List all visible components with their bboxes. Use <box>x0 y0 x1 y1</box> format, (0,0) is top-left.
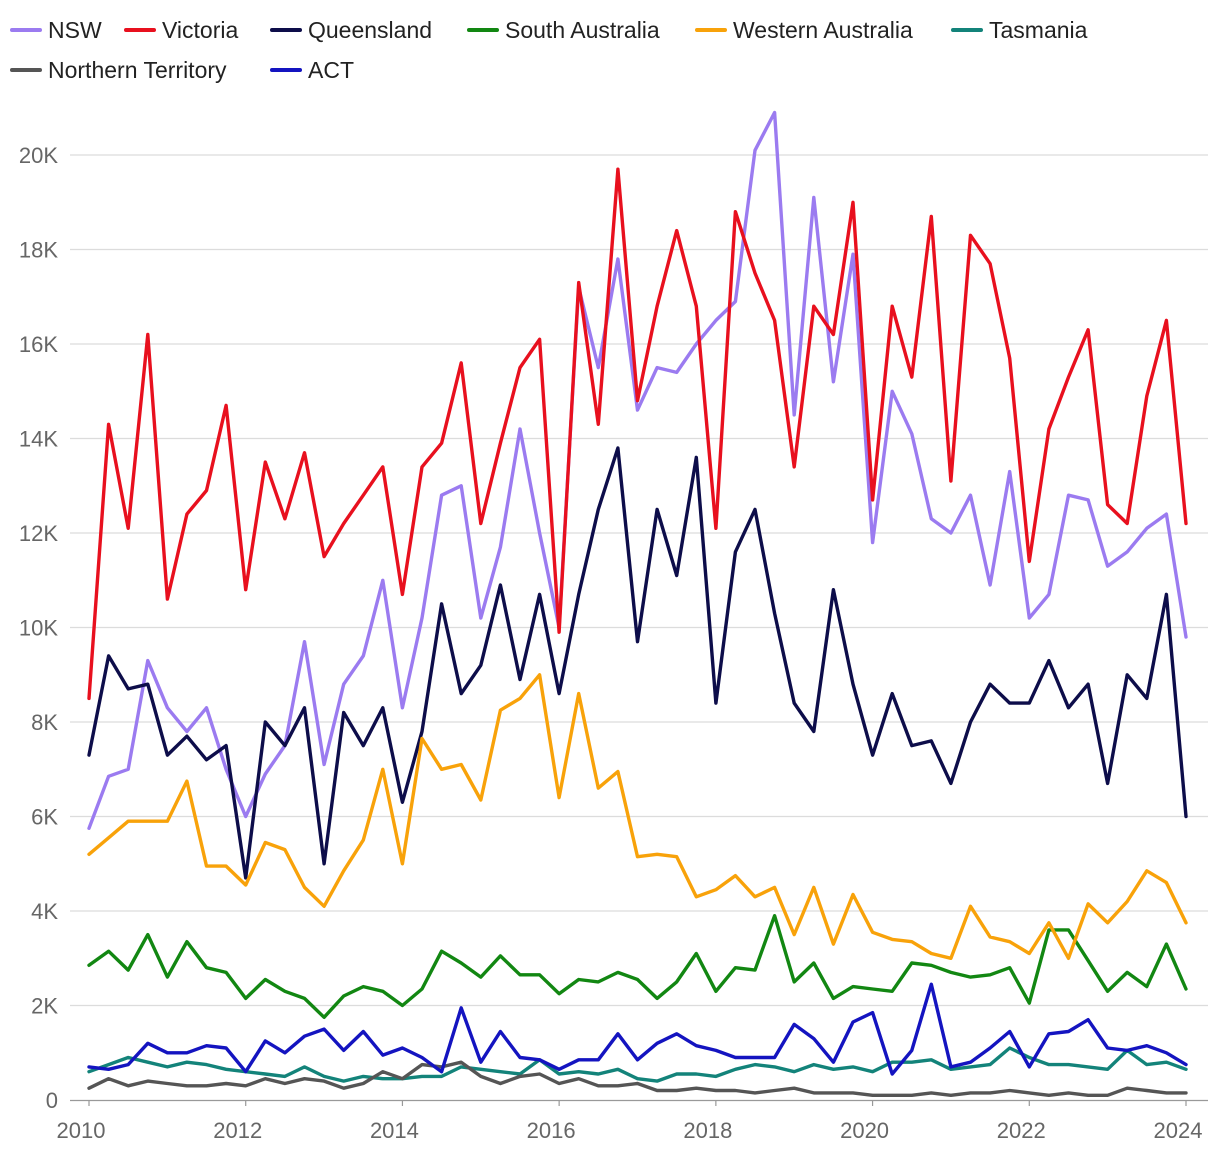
y-tick-label: 10K <box>19 616 58 641</box>
series-line-victoria <box>87 167 1188 701</box>
x-tick-label: 2014 <box>370 1118 419 1143</box>
series-lines <box>87 110 1188 1098</box>
x-tick-label: 2018 <box>683 1118 732 1143</box>
y-tick-label: 8K <box>31 710 58 735</box>
y-tick-label: 12K <box>19 521 58 546</box>
legend-item-tasmania: Tasmania <box>951 17 1088 43</box>
x-tick-label: 2020 <box>840 1118 889 1143</box>
x-tick-label: 2012 <box>213 1118 262 1143</box>
y-tick-label: 2K <box>31 994 58 1019</box>
y-tick-label: 16K <box>19 332 58 357</box>
x-tick-label: 2022 <box>997 1118 1046 1143</box>
series-line-south-australia <box>87 914 1188 1019</box>
legend-item-south-australia: South Australia <box>467 17 660 43</box>
legend-label: NSW <box>48 17 102 43</box>
x-tick-label: 2016 <box>527 1118 576 1143</box>
legend-label: ACT <box>308 57 354 83</box>
y-tick-label: 4K <box>31 899 58 924</box>
y-tick-label: 0 <box>46 1088 58 1113</box>
legend-label: Victoria <box>162 17 238 43</box>
series-line-northern-territory <box>87 1060 1188 1098</box>
legend-item-northern-territory: Northern Territory <box>10 57 227 83</box>
legend-item-victoria: Victoria <box>124 17 238 43</box>
y-tick-label: 6K <box>31 805 58 830</box>
x-tick-label: 2010 <box>57 1118 106 1143</box>
legend-label: Western Australia <box>733 17 913 43</box>
y-tick-label: 20K <box>19 143 58 168</box>
legend: NSW Victoria Queensland South Australia West… <box>10 17 1088 83</box>
legend-label: Tasmania <box>989 17 1088 43</box>
legend-label: South Australia <box>505 17 660 43</box>
legend-item-western-australia: Western Australia <box>695 17 913 43</box>
series-line-act <box>87 982 1188 1076</box>
series-line-nsw <box>87 110 1188 830</box>
legend-label: Queensland <box>308 17 432 43</box>
x-axis: 2010 2012 2014 2016 2018 2020 2022 2024 <box>57 1099 1208 1143</box>
legend-label: Northern Territory <box>48 57 227 83</box>
legend-item-queensland: Queensland <box>270 17 432 43</box>
series-line-western-australia <box>87 673 1188 960</box>
legend-item-nsw: NSW <box>10 17 102 43</box>
series-line-tasmania <box>87 1046 1188 1083</box>
y-tick-label: 18K <box>19 238 58 263</box>
y-tick-label: 14K <box>19 427 58 452</box>
y-axis: 0 2K 4K 6K 8K 10K 12K 14K 16K 18K 20K <box>19 143 58 1113</box>
legend-item-act: ACT <box>270 57 354 83</box>
series-line-queensland <box>87 446 1188 880</box>
x-tick-label: 2024 <box>1154 1118 1203 1143</box>
